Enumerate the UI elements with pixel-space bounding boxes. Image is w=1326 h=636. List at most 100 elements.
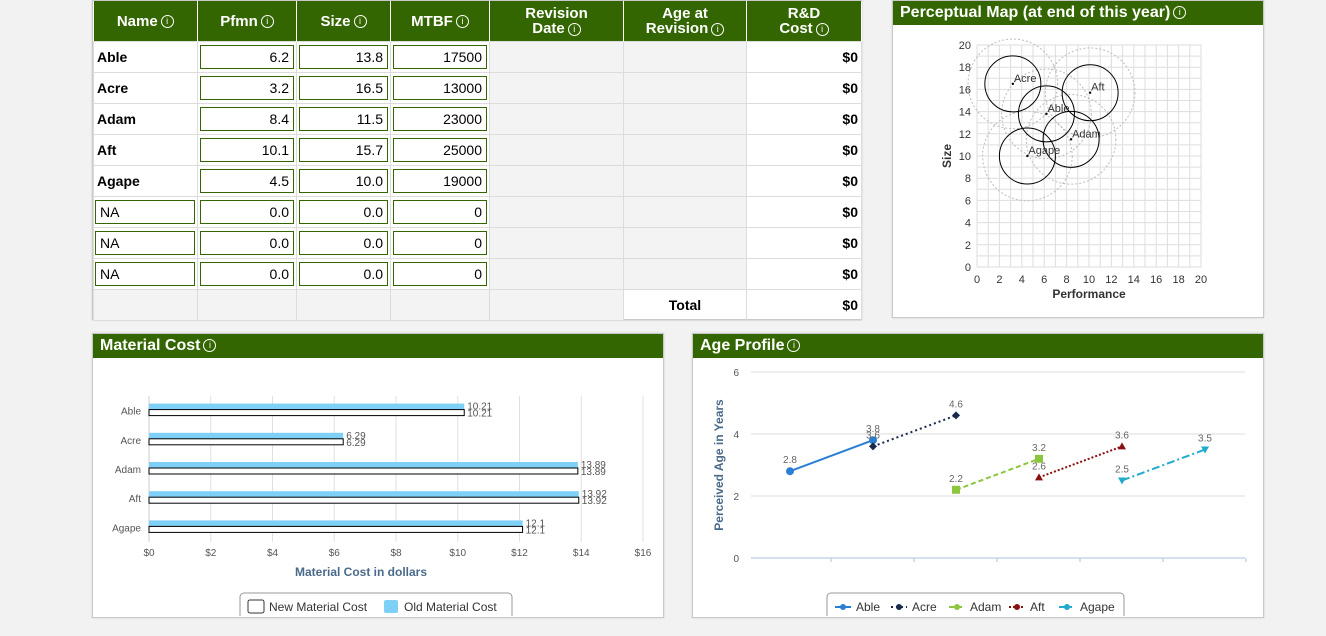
ap-tick-y: 0 <box>733 554 739 565</box>
ap-data-label: 3.5 <box>1198 434 1212 445</box>
col-header-revision-date[interactable]: Revision Date i <box>489 1 624 42</box>
mtbf-input[interactable]: 13000 <box>393 76 487 100</box>
ap-marker <box>1035 454 1043 463</box>
ap-legend-label: Acre <box>912 600 937 614</box>
product-name-input[interactable]: NA <box>95 231 195 255</box>
age-at-revision-cell <box>623 41 747 73</box>
info-icon[interactable]: i <box>260 15 274 29</box>
mc-data-label-old: 6.29 <box>346 431 366 442</box>
mc-legend-new-label: New Material Cost <box>269 600 368 614</box>
table-row: Able 6.2 13.8 17500 $0 <box>93 41 862 73</box>
pfmn-input[interactable]: 0.0 <box>200 262 294 286</box>
pfmn-input[interactable]: 8.4 <box>200 107 294 131</box>
size-input[interactable]: 0.0 <box>299 231 388 255</box>
product-name-input[interactable]: NA <box>95 200 195 224</box>
col-header-mtbf[interactable]: MTBF i <box>390 1 490 42</box>
pm-point <box>1045 112 1048 116</box>
mc-category-label: Adam <box>115 465 141 476</box>
mc-data-label-new: 12.1 <box>526 525 546 536</box>
size-input[interactable]: 16.5 <box>299 76 388 100</box>
info-icon[interactable]: i <box>815 22 829 36</box>
pm-product-circle <box>1061 64 1119 122</box>
mtbf-input[interactable]: 17500 <box>393 45 487 69</box>
ap-legend-label: Adam <box>970 600 1001 614</box>
mc-bar-new <box>148 525 524 533</box>
size-input[interactable]: 11.5 <box>299 107 388 131</box>
rd-cost-cell: $0 <box>746 258 862 290</box>
info-icon[interactable]: i <box>711 22 725 36</box>
ap-series-line-adam <box>955 457 1040 491</box>
product-name: Able <box>93 41 198 73</box>
mc-legend-swatch-new[interactable] <box>247 599 265 614</box>
mtbf-input[interactable]: 23000 <box>393 107 487 131</box>
info-icon[interactable]: i <box>160 15 174 29</box>
size-input[interactable]: 13.8 <box>299 45 388 69</box>
ap-data-label: 3.6 <box>1115 430 1129 441</box>
ap-legend-label: Agape <box>1080 600 1115 614</box>
pm-outer-ring <box>982 110 1073 202</box>
mtbf-input[interactable]: 0 <box>393 200 487 224</box>
table-row: NA 0.0 0.0 0 $0 <box>93 196 862 228</box>
col-header-rd-cost[interactable]: R&D Cost i <box>746 1 862 42</box>
pm-point-label: Agape <box>1028 145 1060 157</box>
col-header-age-at-revision[interactable]: Age at Revision i <box>623 1 747 42</box>
pfmn-input[interactable]: 0.0 <box>200 231 294 255</box>
age-at-revision-cell <box>623 227 747 259</box>
mtbf-input[interactable]: 0 <box>393 231 487 255</box>
info-icon[interactable]: i <box>353 15 367 29</box>
pm-tick-x: 10 <box>1083 274 1095 286</box>
mc-bar-old <box>149 403 465 410</box>
rd-cost-cell: $0 <box>746 165 862 197</box>
mc-legend-swatch-old[interactable] <box>384 600 398 613</box>
table-row: Acre 3.2 16.5 13000 $0 <box>93 72 862 104</box>
mtbf-input[interactable]: 25000 <box>393 138 487 162</box>
product-name-input[interactable]: NA <box>95 262 195 286</box>
mtbf-input[interactable]: 19000 <box>393 169 487 193</box>
pm-point-label: Acre <box>1014 73 1037 85</box>
material-cost-title: Material Cost i <box>93 334 663 358</box>
pfmn-input[interactable]: 10.1 <box>200 138 294 162</box>
size-input[interactable]: 0.0 <box>299 262 388 286</box>
mtbf-input[interactable]: 0 <box>393 262 487 286</box>
size-input[interactable]: 15.7 <box>299 138 388 162</box>
table-row: NA 0.0 0.0 0 $0 <box>93 258 862 290</box>
age-at-revision-cell <box>623 165 747 197</box>
rd-cost-cell: $0 <box>746 134 862 166</box>
pfmn-input[interactable]: 6.2 <box>200 45 294 69</box>
pm-point <box>1069 138 1073 141</box>
mc-bar-old <box>149 462 578 468</box>
rd-cost-cell: $0 <box>746 72 862 104</box>
info-icon[interactable]: i <box>787 339 801 353</box>
pm-point-label: Aft <box>1091 82 1104 94</box>
ap-legend-label: Aft <box>1030 600 1045 614</box>
ap-series-line-acre <box>872 414 957 448</box>
size-input[interactable]: 10.0 <box>299 169 388 193</box>
revision-date-cell <box>489 227 624 259</box>
pm-point-label: Adam <box>1072 128 1101 140</box>
ap-data-label: 2.2 <box>949 474 963 485</box>
pm-point-label: Able <box>1047 103 1069 115</box>
col-header-name[interactable]: Name i <box>93 1 198 42</box>
pfmn-input[interactable]: 3.2 <box>200 76 294 100</box>
pm-point <box>1088 91 1092 94</box>
pm-tick-x: 2 <box>996 274 1002 286</box>
info-icon[interactable]: i <box>203 339 217 353</box>
info-icon[interactable]: i <box>1173 6 1187 20</box>
size-input[interactable]: 0.0 <box>299 200 388 224</box>
info-icon[interactable]: i <box>567 22 581 36</box>
pfmn-input[interactable]: 0.0 <box>200 200 294 224</box>
ap-marker <box>1035 473 1043 481</box>
mc-bar-old <box>149 432 344 439</box>
col-header-size[interactable]: Size i <box>296 1 391 42</box>
revision-date-cell <box>489 165 624 197</box>
info-icon[interactable]: i <box>455 15 469 29</box>
age-profile-panel: Age Profile i 0 2 4 6 Perceived Age in Years 2… <box>692 333 1264 621</box>
mc-bar-old <box>149 491 579 498</box>
pfmn-input[interactable]: 4.5 <box>200 169 294 193</box>
material-cost-panel: Material Cost i $0 $2 $4 $6 $8 $10 $12 $14 $16 Abl… <box>92 333 664 621</box>
col-header-pfmn[interactable]: Pfmn i <box>197 1 297 42</box>
ap-legend-marker <box>1064 604 1070 610</box>
ap-data-label: 3.6 <box>866 430 880 441</box>
